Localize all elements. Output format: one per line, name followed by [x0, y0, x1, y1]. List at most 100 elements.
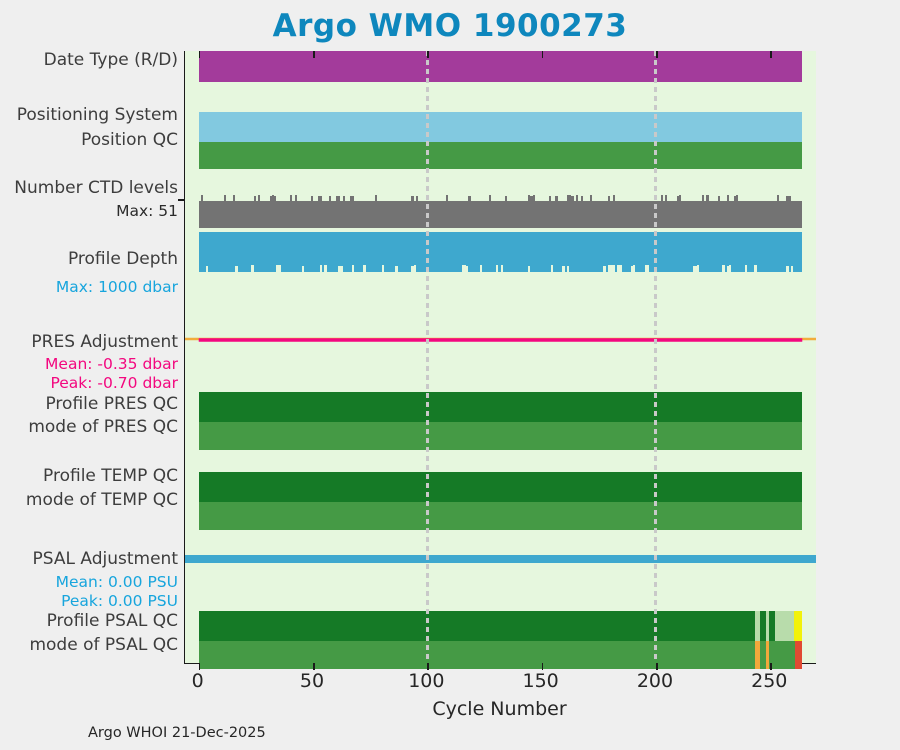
band-notch	[351, 265, 355, 272]
row-label-positioning-system: Positioning System	[16, 105, 178, 125]
band-notch	[201, 195, 204, 201]
band-notch	[646, 265, 650, 272]
row-label-number-ctd-levels: Number CTD levels	[14, 178, 178, 198]
band-notch	[415, 196, 419, 201]
row-label-pres-adjustment-mean: Mean: -0.35 dbar	[45, 355, 178, 373]
band-segment	[198, 472, 803, 502]
xtick-label: 250	[751, 670, 788, 692]
pres-adjustment-series	[185, 337, 816, 342]
band-notch	[665, 195, 668, 201]
xtick-label: 100	[408, 670, 445, 692]
band-notch	[349, 196, 352, 201]
band-notch	[788, 196, 791, 201]
band-notch	[694, 266, 698, 272]
row-label-psal-adjustment-mean: Mean: 0.00 PSU	[55, 573, 178, 591]
band-notch	[735, 195, 739, 201]
band-segment	[198, 502, 803, 530]
band-segment	[765, 611, 770, 641]
band-notch	[251, 265, 254, 272]
row-label-profile-depth-max: Max: 1000 dbar	[55, 278, 178, 296]
band-segment	[198, 611, 756, 641]
band-notch	[717, 196, 720, 201]
band-notch	[745, 265, 748, 272]
row-label-pres-adjustment-peak: Peak: -0.70 dbar	[50, 374, 178, 392]
band-notch	[644, 265, 647, 272]
gridline	[654, 51, 658, 663]
xtick	[313, 663, 315, 670]
band-notch	[319, 196, 323, 201]
band-notch	[722, 265, 725, 272]
row-label-number-ctd-levels-max: Max: 51	[116, 202, 178, 220]
band-segment	[769, 641, 775, 669]
band-notch	[562, 266, 565, 272]
band-notch	[463, 265, 467, 272]
band-notch	[612, 265, 615, 272]
band-notch	[317, 196, 320, 201]
band-segment	[198, 641, 756, 669]
row-label-mode-temp-qc: mode of TEMP QC	[25, 490, 178, 510]
band-notch	[589, 195, 592, 201]
band-notch	[310, 196, 314, 201]
band-notch	[413, 265, 416, 272]
xtick	[770, 663, 772, 670]
band-notch	[619, 265, 622, 272]
xtick	[541, 663, 544, 670]
band-notch	[633, 265, 636, 272]
band-notch	[381, 265, 384, 272]
band-notch	[617, 265, 620, 272]
xtick	[427, 663, 429, 670]
band-notch	[729, 265, 732, 272]
band-notch	[786, 196, 789, 201]
band-notch	[395, 266, 398, 272]
band-notch	[338, 266, 341, 272]
band-notch	[733, 196, 736, 201]
row-label-position-qc: Position QC	[81, 130, 178, 150]
row-label-profile-pres-qc: Profile PRES QC	[45, 394, 178, 414]
footer-credit: Argo WHOI 21-Dec-2025	[88, 725, 266, 741]
band-notch	[790, 266, 794, 272]
band-notch	[290, 195, 293, 201]
band-notch	[571, 196, 574, 201]
ytick-number-ctd-levels	[178, 199, 185, 201]
row-label-psal-adjustment: PSAL Adjustment	[32, 549, 178, 569]
xtick	[198, 663, 201, 670]
band-segment	[198, 232, 803, 272]
x-axis-title: Cycle Number	[432, 698, 567, 720]
band-notch	[569, 195, 572, 201]
band-notch	[505, 196, 508, 201]
band-notch	[205, 266, 208, 272]
xtick	[655, 663, 658, 670]
row-label-mode-psal-qc: mode of PSAL QC	[29, 635, 178, 655]
band-notch	[271, 195, 275, 201]
xtick-top	[313, 51, 315, 58]
band-notch	[351, 196, 355, 201]
band-notch	[294, 195, 298, 201]
band-notch	[479, 265, 483, 272]
band-notch	[726, 266, 730, 272]
band-notch	[500, 265, 503, 272]
band-notch	[580, 196, 583, 201]
row-label-profile-temp-qc: Profile TEMP QC	[43, 466, 178, 486]
band-notch	[411, 196, 414, 201]
band-notch	[335, 196, 339, 201]
band-notch	[527, 195, 531, 201]
row-label-date-type: Date Type (R/D)	[43, 50, 178, 70]
band-segment	[198, 112, 803, 142]
band-notch	[253, 196, 256, 201]
xtick-top	[427, 51, 429, 58]
band-notch	[530, 196, 533, 201]
row-label-profile-depth: Profile Depth	[67, 249, 178, 269]
band-notch	[338, 196, 341, 201]
band-notch	[777, 195, 780, 201]
band-notch	[612, 195, 615, 201]
band-notch	[461, 265, 464, 272]
gridline	[425, 51, 429, 663]
band-notch	[575, 195, 579, 201]
band-notch	[411, 266, 414, 272]
band-notch	[466, 266, 469, 272]
band-notch	[701, 195, 704, 201]
band-notch	[555, 196, 558, 201]
xtick-top	[198, 51, 201, 58]
xtick-top	[541, 51, 544, 58]
row-label-psal-adjustment-peak: Peak: 0.00 PSU	[61, 592, 178, 610]
